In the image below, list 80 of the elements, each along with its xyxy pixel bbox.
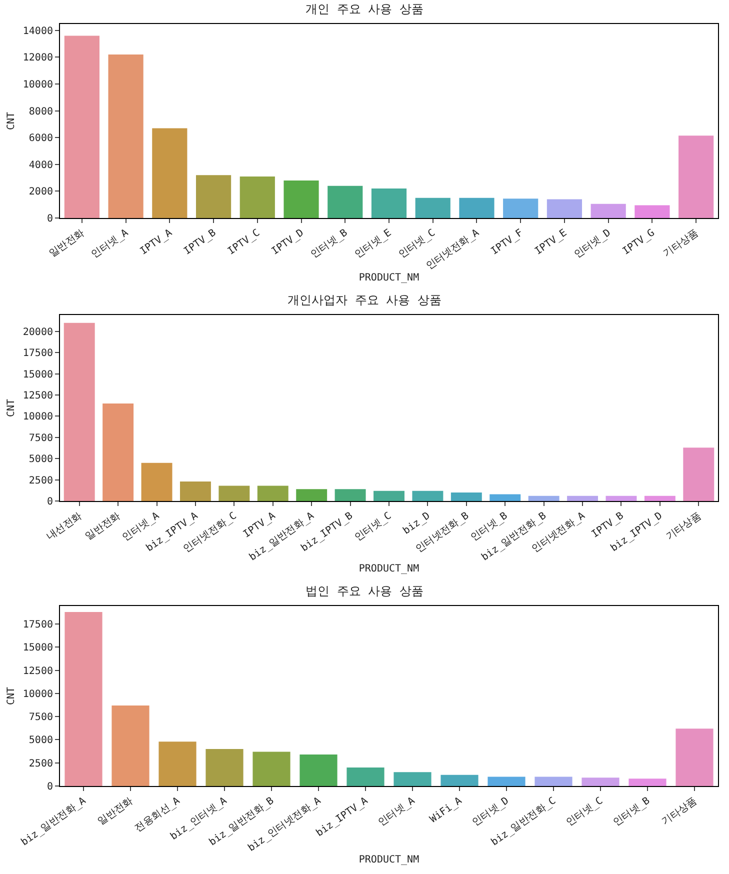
y-tick-label: 4000 [28,160,53,171]
bar [112,705,150,786]
bar [296,489,328,501]
bar [628,778,666,786]
bar [582,778,620,786]
y-tick-label: 5000 [28,735,53,746]
bar [450,492,482,501]
bar [300,754,338,786]
bar [108,54,144,218]
y-tick-label: 14000 [22,26,53,37]
chart-title: 법인 주요 사용 상품 [306,584,424,598]
y-axis-title: CNT [6,112,17,130]
bar [606,496,637,501]
y-axis-title: CNT [6,686,17,706]
bar [374,490,404,501]
chart-title: 개인 주요 사용 상품 [306,2,424,16]
x-axis-title: PRODUCT_NM [358,854,420,866]
y-tick-label: 2000 [28,186,53,198]
y-tick-label: 5000 [28,454,53,466]
bar [180,481,211,501]
bar [141,462,172,501]
bar [528,496,560,501]
bar [206,748,244,786]
bar [412,490,444,501]
bar [252,752,290,786]
y-tick-label: 12000 [22,52,53,64]
bar [328,186,363,218]
bar [158,742,196,786]
bar [534,776,572,786]
bar [371,188,407,218]
bar [346,767,384,786]
bar [678,136,714,218]
bar [240,176,275,218]
bar [394,772,432,786]
y-tick-label: 10000 [22,80,53,91]
bar [284,180,319,218]
y-tick-label: 0 [46,782,53,792]
bar [64,36,100,218]
bar [644,496,676,501]
y-tick-label: 7500 [28,712,53,724]
y-tick-label: 15000 [22,369,53,380]
bar [415,198,450,218]
bar [196,175,232,218]
y-axis-title: CNT [6,398,17,418]
y-tick-label: 10000 [22,412,53,423]
x-axis-title: PRODUCT_NM [358,272,420,284]
y-tick-label: 2500 [28,475,53,486]
bar [257,486,288,501]
y-tick-label: 15000 [22,642,53,654]
y-tick-label: 0 [46,214,53,224]
bar [634,205,670,218]
bar [459,198,494,218]
y-tick-label: 6000 [28,133,53,144]
y-tick-label: 20000 [22,326,53,338]
bar [334,489,366,501]
y-tick-label: 17500 [22,348,53,360]
y-tick-label: 7500 [28,432,53,444]
bar [102,403,134,501]
bar [440,774,478,786]
y-tick-label: 0 [46,496,53,508]
y-tick-label: 8000 [28,106,53,118]
bar [676,728,714,786]
bar [683,448,714,501]
y-tick-label: 12500 [22,666,53,677]
bar [503,198,538,218]
y-tick-label: 2500 [28,758,53,770]
y-tick-label: 12500 [22,390,53,402]
bar [590,204,626,218]
bar [64,612,102,786]
bar [546,199,582,218]
chart-title: 개인사업자 주요 사용 상품 [288,292,442,307]
bar [152,128,188,218]
bar [488,776,526,786]
bar [567,496,598,501]
y-tick-label: 17500 [22,620,53,631]
bar [218,486,250,501]
y-tick-label: 10000 [22,688,53,700]
bar [64,322,95,501]
x-axis-title: PRODUCT_NM [358,564,420,575]
bar [490,494,521,501]
